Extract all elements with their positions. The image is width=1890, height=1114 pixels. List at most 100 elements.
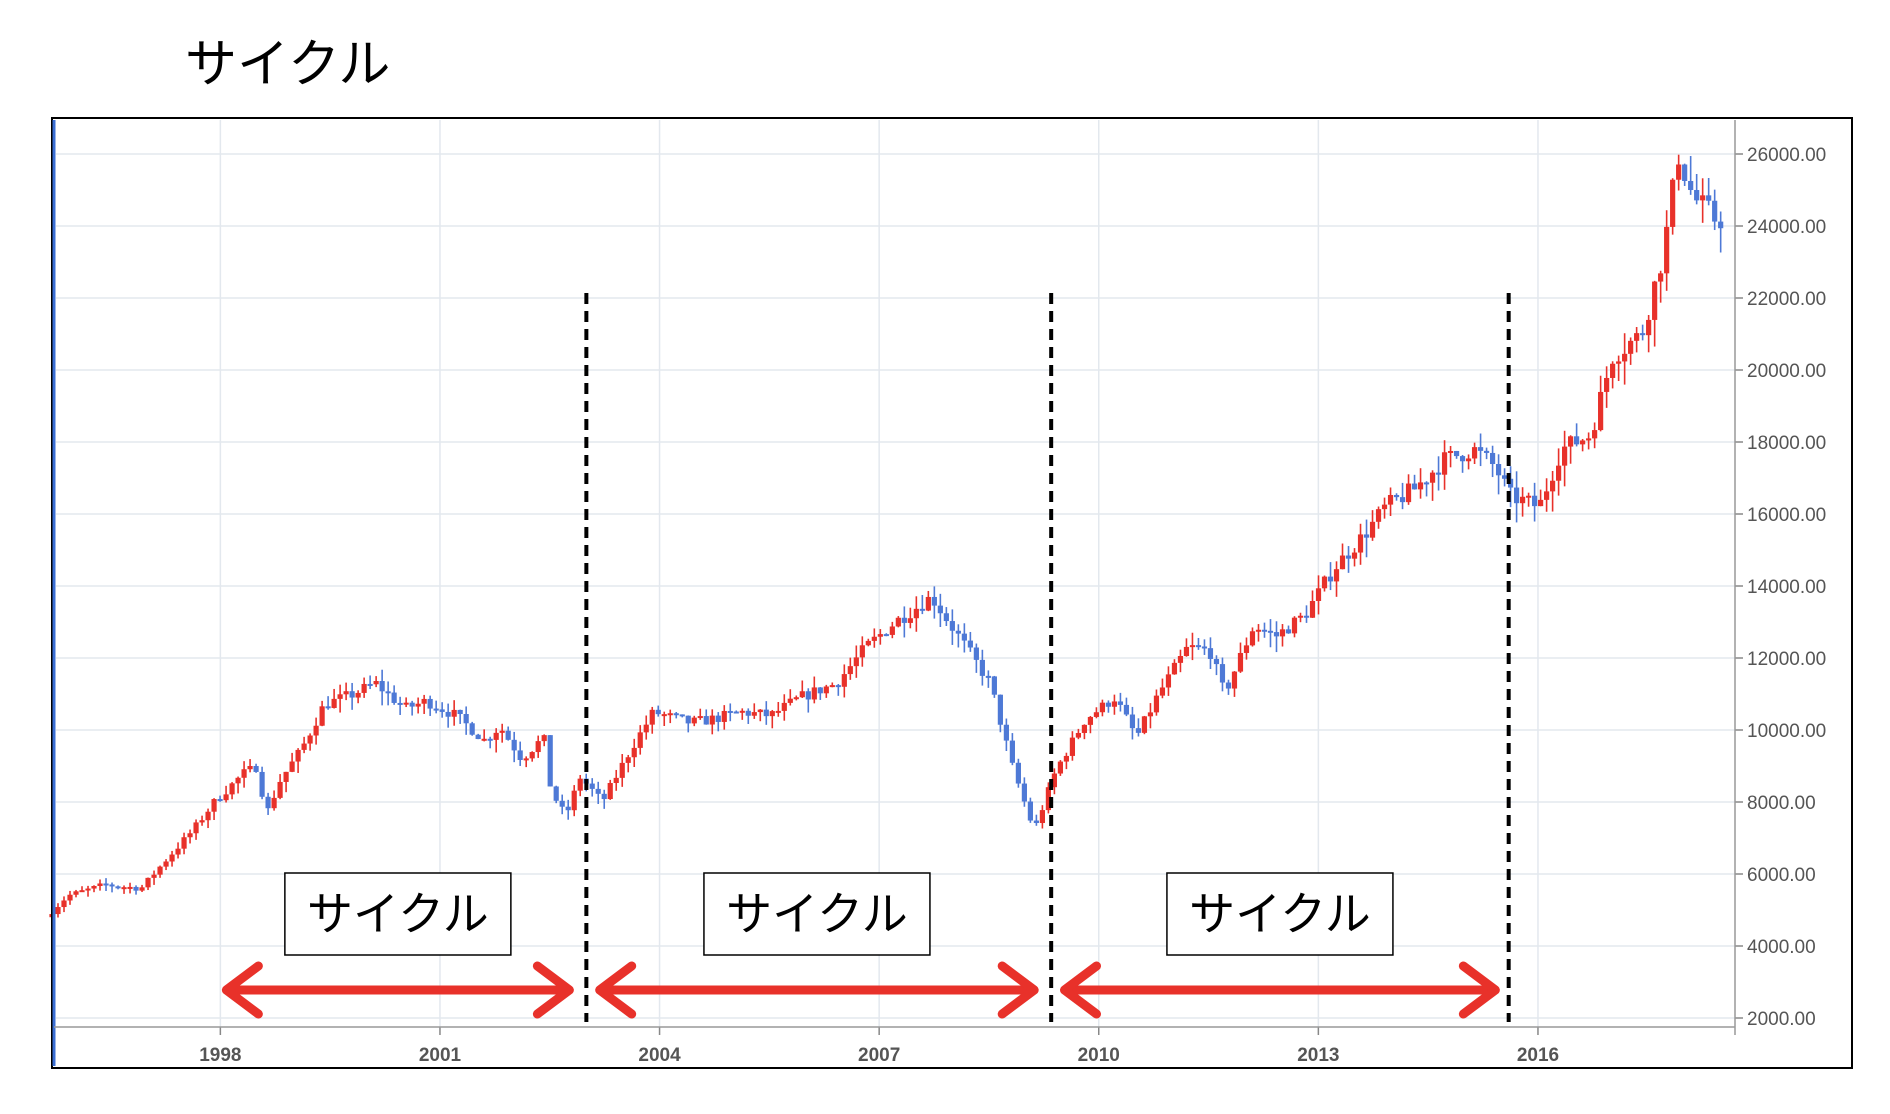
candle-body <box>349 691 355 698</box>
candle-body <box>1459 456 1466 462</box>
candle-body <box>1327 576 1334 582</box>
candle-body <box>961 633 967 641</box>
candle-body <box>685 715 691 724</box>
y-tick-label: 24000.00 <box>1747 217 1826 238</box>
candle-body <box>1556 465 1562 481</box>
candle-body <box>403 702 409 705</box>
candle-body <box>589 783 595 789</box>
candle-body <box>1351 552 1358 559</box>
candle-body <box>1700 195 1706 201</box>
candle-body <box>763 709 769 717</box>
candle-body <box>667 713 673 716</box>
candle-body <box>739 710 745 713</box>
candle-body <box>871 636 877 641</box>
cycle-label-box <box>1166 872 1394 956</box>
candle-body <box>607 782 613 800</box>
candle-body <box>553 786 559 801</box>
candle-body <box>1147 712 1154 717</box>
candle-body <box>1706 195 1712 201</box>
candle-body <box>385 691 391 694</box>
candle-body <box>283 771 289 782</box>
candle-body <box>205 811 211 821</box>
candle-body <box>1423 482 1430 485</box>
candle-body <box>1255 629 1262 632</box>
candle-body <box>427 698 433 709</box>
candle-body <box>433 708 439 711</box>
cycle-arrow <box>221 961 574 1019</box>
candle-body <box>1393 494 1400 498</box>
candle-body <box>307 735 313 744</box>
candle-body <box>679 714 685 717</box>
candle-body <box>229 783 235 795</box>
candle-body <box>181 837 187 849</box>
candle-body <box>523 758 529 761</box>
candle-body <box>1069 737 1076 756</box>
candle-body <box>1628 340 1634 354</box>
candle-body <box>1135 728 1142 733</box>
candle-body <box>955 630 961 634</box>
candle-body <box>1646 319 1652 336</box>
candle-body <box>595 788 601 794</box>
candle-body <box>1598 391 1604 431</box>
candle-body <box>1525 495 1532 498</box>
candle-body <box>1231 671 1238 689</box>
candle-body <box>115 886 121 889</box>
candle-body <box>1093 712 1100 717</box>
candle-body <box>1610 363 1616 378</box>
candle-body <box>1171 662 1178 675</box>
candle-body <box>1129 714 1136 729</box>
candle-body <box>787 698 793 703</box>
x-tick-label: 2001 <box>419 1045 462 1066</box>
candle-body <box>151 874 157 878</box>
candle-body <box>547 735 553 787</box>
candle-body <box>325 706 331 709</box>
candle-body <box>1267 630 1274 633</box>
candle-body <box>823 686 829 694</box>
candle-body <box>133 886 139 891</box>
candle-body <box>715 715 721 722</box>
candle-body <box>991 676 997 695</box>
candle-body <box>469 723 475 735</box>
candle-body <box>805 691 811 700</box>
candle-body <box>853 657 859 667</box>
candle-body <box>1213 658 1220 665</box>
candle-body <box>859 645 865 658</box>
candle-body <box>1033 820 1039 824</box>
candle-body <box>1051 773 1058 788</box>
candle-body <box>331 698 337 708</box>
candle-body <box>625 757 631 763</box>
candle-body <box>889 626 895 635</box>
candle-body <box>1003 724 1009 741</box>
candle-body <box>373 681 379 685</box>
cycle-annotations: サイクル サイクル サイクル <box>221 293 1511 1022</box>
candle-body <box>1009 740 1015 763</box>
candle-body <box>1195 645 1202 648</box>
candle-body <box>463 714 469 724</box>
candle-body <box>73 891 79 895</box>
candle-body <box>1489 452 1496 465</box>
cycle-label-box <box>284 872 512 956</box>
y-tick-label: 18000.00 <box>1747 433 1826 454</box>
candle-body <box>1345 555 1352 559</box>
candle-body <box>271 797 277 809</box>
candle-body <box>169 854 175 862</box>
candle-body <box>601 793 607 800</box>
cycle-arrow-left-head <box>1060 961 1101 1019</box>
candle-body <box>445 711 451 717</box>
y-tick-label: 16000.00 <box>1747 505 1826 526</box>
candle-body <box>199 820 205 823</box>
candle-body <box>487 738 493 741</box>
candle-body <box>613 777 619 783</box>
candle-body <box>1297 615 1304 618</box>
candle-body <box>1411 483 1418 490</box>
candle-body <box>175 848 181 855</box>
candle-body <box>1057 761 1064 774</box>
x-tick-label: 1998 <box>199 1045 241 1066</box>
candle-body <box>1063 755 1070 762</box>
candle-body <box>529 752 535 759</box>
candle-body <box>1021 783 1027 802</box>
candle-body <box>1279 629 1286 637</box>
candle-body <box>1339 555 1346 570</box>
candle-body <box>1273 632 1280 637</box>
candle-body <box>913 608 919 619</box>
